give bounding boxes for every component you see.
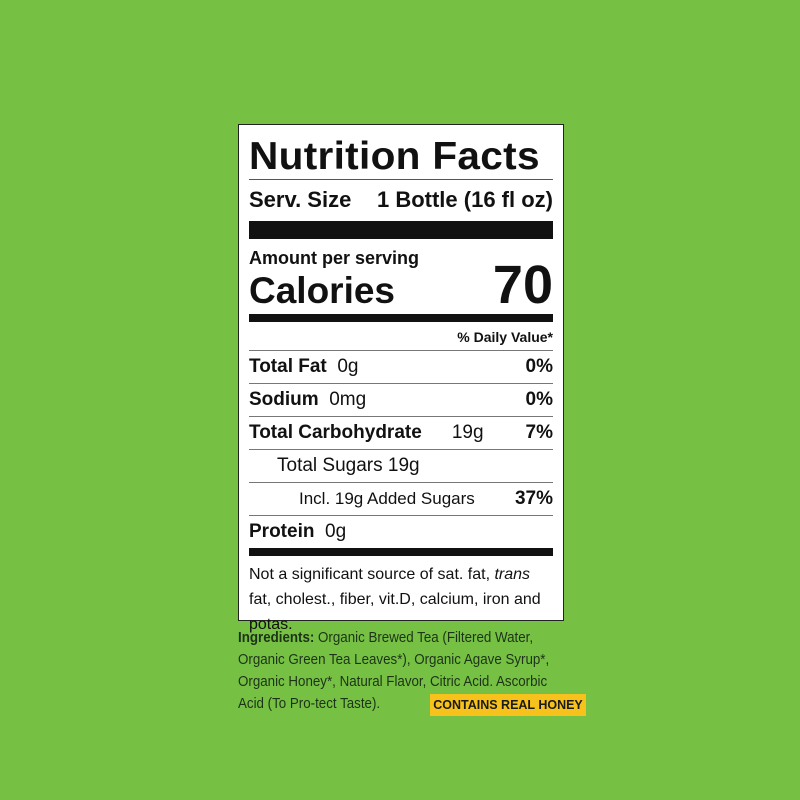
serving-size-label: Serv. Size (249, 187, 352, 212)
nutrient-dv: 7% (525, 422, 553, 443)
nutrient-amount: 0g (337, 356, 359, 377)
nutrient-row-protein: Protein 0g (249, 516, 553, 548)
nutrient-row-total-fat: Total Fat 0g 0% (249, 351, 553, 384)
calories-value: 70 (492, 255, 553, 315)
contains-honey-badge: CONTAINS REAL HONEY (430, 694, 586, 716)
nutrient-amount: 0g (325, 521, 347, 542)
nutrient-row-sodium: Sodium 0mg 0% (249, 384, 553, 417)
serving-size: Serv. Size 1 Bottle (16 fl oz) (249, 187, 553, 221)
nutrient-name: Sodium (249, 389, 319, 410)
medium-divider (249, 314, 553, 322)
label-title: Nutrition Facts (249, 135, 540, 178)
nutrient-name: Total Sugars 19g (277, 455, 420, 476)
nutrient-amount: 0mg (329, 389, 367, 410)
nutrient-name: Total Fat (249, 356, 327, 377)
serving-size-value: 1 Bottle (16 fl oz) (376, 187, 553, 212)
nutrient-name: Protein (249, 521, 315, 542)
calories-label: Calories (249, 270, 396, 311)
nutrient-name: Incl. 19g Added Sugars (299, 489, 475, 508)
nutrient-dv: 0% (525, 356, 553, 377)
footnote: Not a significant source of sat. fat, tr… (249, 562, 553, 637)
footnote-trans: trans (494, 566, 531, 583)
medium-divider (249, 548, 553, 556)
divider (249, 179, 553, 180)
nutrient-name: Total Carbohydrate (249, 422, 422, 443)
nutrient-dv: 0% (525, 389, 553, 410)
nutrient-row-total-sugars: Total Sugars 19g (249, 450, 553, 483)
nutrient-dv: 37% (514, 488, 553, 509)
ingredients-text: Organic Brewed Tea (Filtered Water, Orga… (238, 630, 550, 712)
amount-per-serving: Amount per serving (249, 248, 420, 268)
footnote-text: Not a significant source of sat. fat, (249, 566, 495, 583)
nutrient-row-added-sugars: Incl. 19g Added Sugars 37% (249, 483, 553, 516)
ingredients: Ingredients: Organic Brewed Tea (Filtere… (238, 627, 555, 715)
daily-value-header: % Daily Value* (249, 322, 553, 351)
footnote-text: fat, cholest., fiber, vit.D, calcium, ir… (249, 591, 541, 633)
ingredients-heading: Ingredients: (238, 630, 315, 646)
nutrient-row-total-carbohydrate: Total Carbohydrate 19g 7% (249, 417, 553, 450)
thick-divider (249, 221, 553, 239)
calories-row: Calories 70 (249, 255, 553, 315)
nutrient-amount: 19g (451, 422, 484, 443)
nutrition-facts-label: Nutrition Facts Serv. Size 1 Bottle (16 … (238, 124, 564, 633)
